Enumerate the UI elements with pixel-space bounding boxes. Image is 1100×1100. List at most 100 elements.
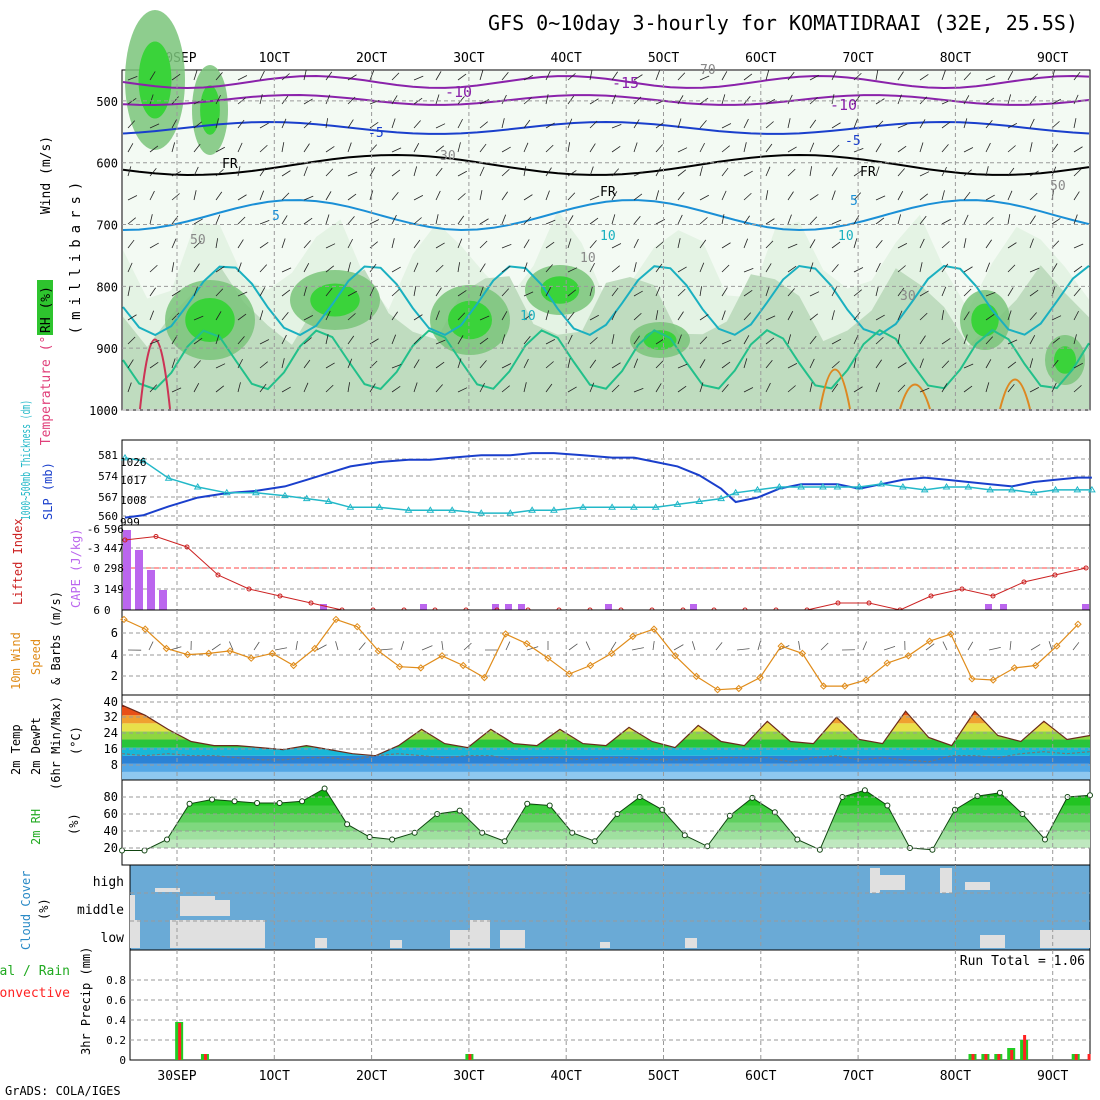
thickness-marker [964,482,973,490]
thickness-marker [1073,485,1082,493]
rh-marker [209,796,216,803]
upper-wind-barb [941,286,947,297]
upper-wind-barb [787,288,795,297]
upper-wind-barb [171,119,178,129]
upper-wind-barb [787,265,797,273]
upper-wind-barb [479,360,487,369]
upper-wind-barb [501,94,507,105]
upper-wind-barb [479,99,490,105]
upper-wind-barb [281,267,292,273]
thickness-marker [528,506,537,513]
upper-wind-barb [523,291,534,297]
li-marker [1052,572,1058,578]
precip-ticks: 0.8 0.6 0.4 0.2 0 [106,974,126,1067]
upper-wind-barb [215,169,224,177]
upper-wind-barb [853,215,860,225]
upper-wind-barb [941,190,945,201]
upper-wind-barb [831,122,841,129]
upper-wind-barb [237,262,242,273]
contour-label: -10 [445,83,472,101]
upper-wind-barb [369,219,380,225]
upper-wind-barb [765,382,771,393]
wind10m-barb [1030,644,1041,651]
upper-wind-barb [677,385,687,393]
upper-wind-barb [303,263,310,273]
wind-speed-marker [565,670,573,678]
upper-wind-barb [501,311,508,321]
wind10m-barb [736,648,750,651]
upper-wind-barb [721,310,726,321]
upper-wind-barb [787,191,794,201]
upper-wind-barb [589,143,596,153]
upper-wind-barb [237,75,248,81]
precip-tick: 0.2 [106,1034,126,1047]
contour-minus15 [122,74,1090,90]
cloud-block [980,935,1005,948]
upper-wind-barb [831,310,835,321]
precip-conv-bar [1074,1054,1078,1060]
thickness-marker [942,482,951,490]
cloud-block [880,875,905,890]
bottom-date-label: 30SEP [157,1069,196,1084]
thickness-marker [426,506,435,513]
upper-wind-barb [853,311,861,321]
upper-wind-barb [435,190,441,201]
upper-wind-barb [721,94,726,105]
upper-wind-barb [303,143,310,153]
cloud-block [685,938,697,948]
wind10m-barb [1048,641,1053,651]
upper-wind-barb [303,359,311,369]
thickness-marker [346,503,355,510]
upper-wind-barb [127,336,136,345]
upper-wind-barb [1007,361,1017,369]
upper-wind-barb [545,383,553,393]
upper-wind-barb [545,361,554,369]
upper-wind-barb [325,287,333,297]
upper-wind-barb [391,118,396,129]
rh-core [1054,346,1076,374]
upper-wind-barb [523,358,529,369]
li-axis-label: Lifted Index [11,518,25,605]
upper-wind-barb [1029,73,1039,81]
upper-wind-barb [1029,289,1039,297]
rh-marker [119,847,125,854]
precip-conv-bar [178,1023,182,1060]
upper-wind-barb [193,143,201,153]
upper-wind-barb [919,193,929,201]
upper-wind-barb [853,386,863,393]
precip-label-2: Convective [0,986,70,1001]
upper-wind-barb [787,168,796,177]
upper-wind-barb [457,387,468,393]
upper-wind-barb [611,71,618,81]
wind10m-barb [757,641,761,651]
upper-wind-barb [325,310,331,321]
pressure-axis: 500 600 700 800 900 1000 [89,95,118,418]
contour-label: -5 [368,126,384,141]
thickness-marker [833,482,842,490]
upper-wind-barb [413,143,420,153]
temp-tick: 40 [104,695,118,709]
top-date-label: 3OCT [453,51,484,66]
upper-wind-barb [237,291,248,297]
upper-wind-barb [1007,71,1014,81]
slp-line [124,452,1092,519]
upper-wind-barb [985,216,994,225]
upper-wind-barb [281,386,291,393]
upper-wind-barb [523,119,531,129]
rh-marker [884,802,891,809]
pressure-tick-label: 800 [96,280,118,294]
upper-wind-barb [633,74,643,81]
upper-wind-barb [1073,362,1083,369]
upper-wind-barb [875,359,882,369]
thickness-marker [404,506,413,513]
wind-speed-marker [183,650,192,659]
upper-wind-barb [325,384,334,393]
upper-wind-barb [457,238,463,249]
upper-wind-barb [479,382,485,393]
upper-wind-barb [501,243,512,249]
precip-tick: 0.4 [106,1014,126,1027]
top-date-label: 9OCT [1037,51,1068,66]
upper-wind-barb [127,217,136,225]
upper-wind-barb [325,191,332,201]
contour-label: FR [222,157,238,172]
